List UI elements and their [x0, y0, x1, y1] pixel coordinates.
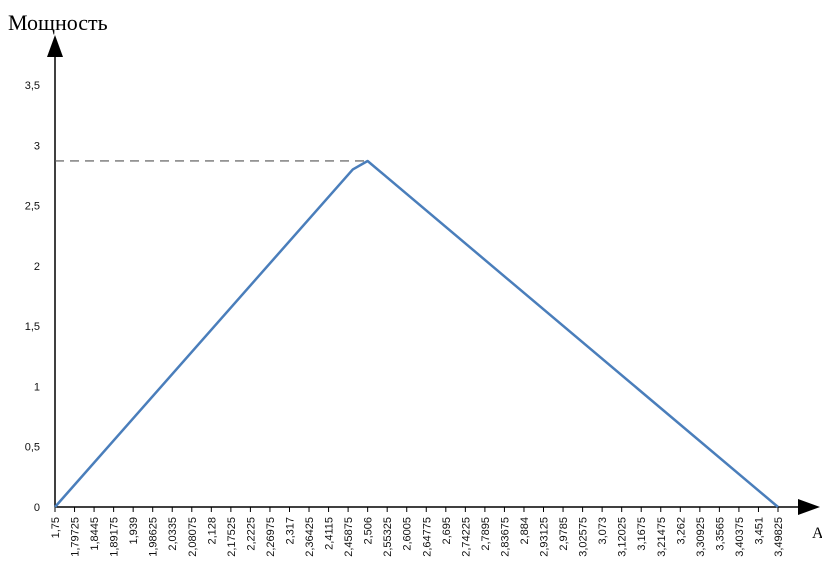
x-tick-label: 1,98625 [148, 517, 160, 557]
y-tick-label: 1,5 [25, 321, 40, 333]
x-tick-label: 1,89175 [109, 517, 121, 557]
y-tick-label: 1 [34, 381, 40, 393]
x-tick-label: 2,36425 [304, 517, 316, 557]
y-axis-arrow-icon [47, 35, 63, 57]
x-tick-label: 2,884 [519, 517, 531, 545]
x-tick-label: 3,02575 [578, 517, 590, 557]
x-tick-label: 2,74225 [460, 517, 472, 557]
x-tick-label: 3,21475 [656, 517, 668, 557]
y-tick-label: 2,5 [25, 201, 40, 213]
x-tick-label: 2,93125 [539, 517, 551, 557]
x-tick-labels: 1,75 1,79725 1,8445 1,89175 1,939 1,98625 2,03… [50, 517, 785, 557]
x-tick-label: 2,317 [284, 517, 296, 545]
x-tick-label: 3,49825 [773, 517, 785, 557]
x-tick-label: 2,6005 [402, 517, 414, 551]
x-tick-label: 2,9785 [558, 517, 570, 551]
x-tick-label: 3,40375 [734, 517, 746, 557]
x-tick-label: 3,451 [753, 517, 765, 545]
x-tick-label: 2,506 [363, 517, 375, 545]
x-tick-label: 1,939 [128, 517, 140, 545]
x-tick-label: 3,30925 [695, 517, 707, 557]
x-tick-label: 2,45875 [343, 517, 355, 557]
x-tick-label: 2,55325 [382, 517, 394, 557]
y-axis-label: Мощность [8, 10, 108, 35]
x-tick-label: 2,83675 [499, 517, 511, 557]
x-tick-label: 3,1675 [636, 517, 648, 551]
x-axis-label: A [812, 525, 822, 542]
x-tick-label: 1,79725 [70, 517, 82, 557]
x-tick-label: 2,4115 [324, 517, 336, 550]
y-tick-label: 3,5 [25, 80, 40, 92]
x-tick-label: 3,12025 [617, 517, 629, 557]
y-tick-label: 2 [34, 261, 40, 273]
y-tick-label: 0,5 [25, 442, 40, 454]
x-tick-label: 3,3565 [714, 517, 726, 551]
x-tick-label: 2,08075 [187, 517, 199, 557]
x-tick-label: 1,75 [50, 517, 62, 538]
y-tick-label: 0 [34, 502, 40, 514]
x-tick-label: 3,262 [675, 517, 687, 545]
x-tick-label: 2,26975 [265, 517, 277, 557]
x-axis-arrow-icon [798, 499, 820, 515]
x-tick-label: 1,8445 [89, 517, 101, 551]
x-tick-label: 2,0335 [167, 517, 179, 551]
x-tick-label: 2,2225 [245, 517, 257, 551]
x-tick-label: 2,64775 [421, 517, 433, 557]
y-tick-labels: 0 0,5 1 1,5 2 2,5 3 3,5 [25, 80, 40, 514]
x-tick-marks [54, 507, 779, 512]
x-tick-label: 2,17525 [226, 517, 238, 557]
x-tick-label: 2,7895 [480, 517, 492, 551]
series-line [54, 159, 779, 508]
x-tick-label: 3,073 [597, 517, 609, 545]
x-tick-label: 2,695 [441, 517, 453, 545]
x-tick-label: 2,128 [206, 517, 218, 545]
y-tick-label: 3 [34, 140, 40, 152]
